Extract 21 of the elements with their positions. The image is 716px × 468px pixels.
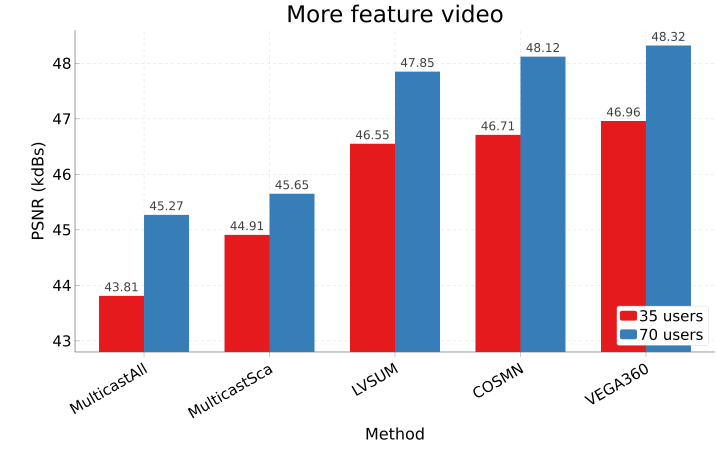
legend-label: 35 users [640, 310, 703, 322]
data-label: 46.71 [481, 121, 514, 130]
data-label: 47.85 [400, 58, 434, 68]
legend-label: 70 users [640, 328, 703, 340]
y-tick-label: 46 [53, 168, 71, 180]
x-axis-title: Method [366, 427, 424, 440]
data-label: 43.81 [104, 282, 138, 292]
data-label: 46.96 [606, 107, 640, 117]
data-label: 45.27 [150, 201, 183, 210]
chart-title: More feature video [288, 4, 502, 22]
y-tick-label: 45 [53, 224, 70, 236]
y-tick-label: 43 [53, 335, 70, 347]
data-label: 44.91 [230, 221, 264, 230]
data-label: 48.32 [652, 32, 684, 42]
y-tick-label: 48 [53, 58, 70, 69]
y-tick-label: 44 [53, 280, 71, 291]
y-tick-label: 47 [53, 113, 70, 124]
data-label: 46.55 [356, 130, 389, 140]
data-label: 45.65 [275, 180, 308, 190]
data-label: 48.12 [526, 43, 559, 52]
y-axis-title: PSNR (kdBs) [31, 142, 46, 240]
